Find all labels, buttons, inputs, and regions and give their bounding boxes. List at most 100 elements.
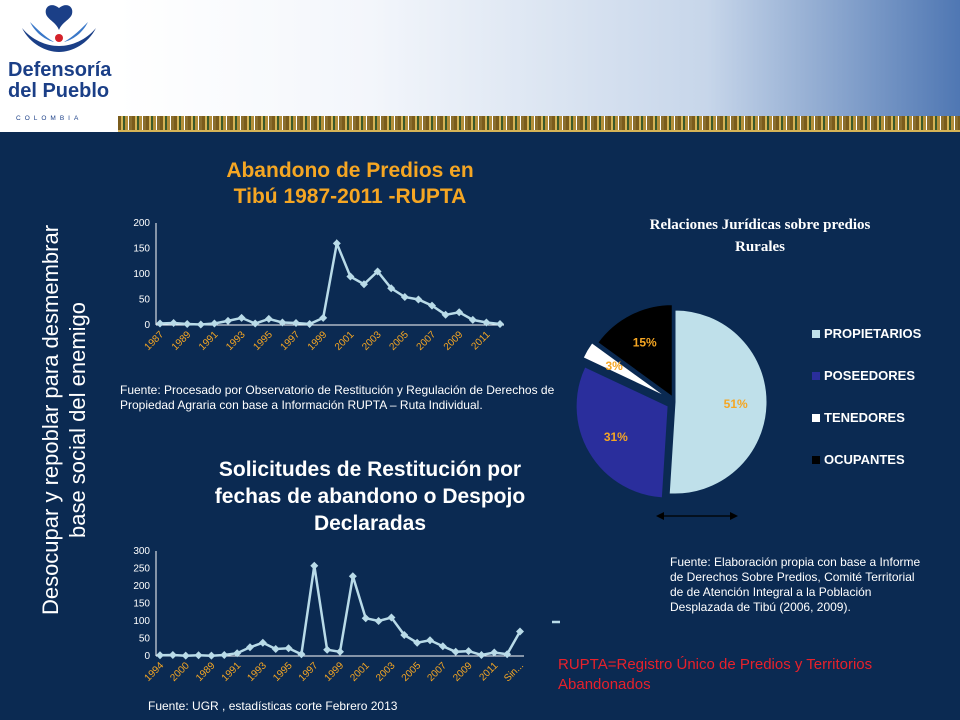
chart2-data-point	[374, 617, 383, 625]
chart1-line-chart: 0 50 100 150 200 1987 1989 1991 1993 1995 1997 1999…	[133, 218, 504, 353]
chart1-x-tick-label: 1989	[170, 329, 194, 353]
chart2-data-point	[387, 613, 396, 622]
chart3-pie-chart: 51% 31% 3% 15% PROPIETARIOS POSEEDORES TENEDOR…	[575, 304, 922, 520]
chart2-data-point	[156, 651, 164, 660]
chart1-data-point	[455, 308, 464, 317]
chart1-title: Abandono de Predios en Tibú 1987-2011 -R…	[190, 158, 510, 210]
chart3-title-line1: Relaciones Jurídicas sobre predios	[649, 217, 871, 233]
chart2-x-tick-label: 1993	[245, 660, 269, 684]
logo-name-line2: del Pueblo	[8, 80, 110, 102]
chart2-data-point	[516, 627, 524, 636]
chart1-data-point	[332, 239, 341, 248]
chart1-data-point	[468, 315, 477, 324]
chart1-data-point	[373, 267, 382, 276]
chart2-x-tick-label: 2001	[348, 660, 372, 684]
chart2-x-tick-label: 1997	[297, 660, 321, 684]
chart1-series-line	[159, 238, 501, 326]
chart2-title: Solicitudes de Restitución por fechas de…	[180, 456, 560, 537]
chart2-x-tick-label: 2007	[425, 660, 449, 684]
legend-label-tenedores: TENEDORES	[824, 410, 905, 425]
chart2-data-point	[310, 561, 319, 570]
legend-label-ocupantes: OCUPANTES	[824, 452, 905, 467]
legend-swatch-poseedores	[812, 372, 820, 380]
chart1-data-point	[305, 319, 314, 328]
pie-slice-poseedores	[575, 366, 669, 499]
chart1-data-point	[414, 295, 423, 304]
chart1-data-point	[183, 319, 192, 328]
chart2-x-tick-label: 1999	[323, 660, 347, 684]
chart1-data-point	[346, 272, 355, 281]
chart2-data-point	[464, 647, 473, 656]
chart2-y-tick-label: 100	[133, 616, 150, 627]
chart1-data-point	[251, 319, 260, 328]
chart2-data-point	[258, 638, 267, 647]
legend-swatch-propietarios	[812, 330, 820, 338]
pie-arrow-right-head	[730, 512, 738, 520]
chart1-x-tick-label: 1995	[251, 329, 275, 353]
chart1-y-tick-label: 200	[133, 218, 150, 229]
chart2-x-tick-label: 1989	[194, 660, 218, 684]
chart1-x-tick-label: 1997	[279, 329, 303, 353]
chart2-y-tick-label: 0	[144, 651, 150, 662]
chart1-y-tick-label: 0	[144, 320, 150, 331]
chart2-y-tick-label: 150	[133, 599, 150, 610]
chart1-data-point	[496, 319, 504, 328]
chart1-x-tick-label: 1993	[224, 329, 248, 353]
pie-slice-ocupantes	[597, 304, 673, 398]
chart2-data-point	[490, 648, 499, 657]
chart2-data-point	[438, 642, 447, 651]
chart1-data-point	[210, 319, 219, 328]
source-note-1: Fuente: Procesado por Observatorio de Re…	[120, 383, 555, 412]
chart1-x-tick-label: 1999	[306, 329, 330, 353]
pie-data-label: 15%	[633, 336, 657, 350]
pie-data-label: 3%	[605, 359, 623, 373]
chart1-data-point	[196, 320, 205, 329]
chart3-title-line2: Rurales	[735, 239, 785, 255]
legend-label-propietarios: PROPIETARIOS	[824, 326, 922, 341]
chart1-data-point	[482, 318, 491, 327]
chart1-data-point	[400, 292, 409, 301]
chart2-data-point	[246, 643, 254, 652]
chart2-y-tick-label: 200	[133, 581, 150, 592]
chart2-x-tick-label: 1994	[143, 660, 167, 684]
decorative-strip	[118, 116, 960, 130]
chart2-y-tick-label: 50	[139, 634, 151, 645]
chart2-x-tick-label: 2005	[400, 660, 424, 684]
chart2-data-point	[297, 650, 306, 659]
chart1-x-tick-label: 2001	[333, 329, 357, 353]
side-caption: Desocupar y repoblar para desmembrar bas…	[24, 180, 104, 660]
pie-data-label: 31%	[604, 430, 628, 444]
rupta-definition: RUPTA=Registro Único de Predios y Territ…	[558, 656, 873, 693]
chart2-y-tick-label: 250	[133, 564, 150, 575]
chart1-x-tick-label: 1991	[197, 329, 221, 353]
source-note-3: Fuente: Elaboración propia con base a In…	[670, 555, 921, 614]
legend-label-poseedores: POSEEDORES	[824, 368, 915, 383]
legend-swatch-ocupantes	[812, 456, 820, 464]
chart1-x-tick-label: 2003	[360, 329, 384, 353]
chart2-data-point	[271, 645, 280, 653]
header-gradient	[118, 0, 960, 116]
chart2-data-point	[181, 651, 190, 660]
chart2-x-tick-label: 2011	[477, 660, 500, 683]
chart1-data-point	[237, 313, 246, 322]
chart2-data-point	[413, 638, 422, 647]
chart2-data-point	[503, 650, 512, 659]
chart2-y-tick-label: 300	[133, 546, 150, 557]
source-note-2: Fuente: UGR , estadísticas corte Febrero…	[148, 699, 398, 713]
chart2-title-line1: Solicitudes de Restitución por	[218, 458, 522, 481]
chart1-title-line2: Tibú 1987-2011 -RUPTA	[233, 185, 467, 208]
chart2-x-tick-label: 2000	[168, 660, 192, 684]
chart1-y-tick-label: 100	[133, 269, 150, 280]
pie-slice-propietarios	[668, 309, 768, 495]
chart1-x-tick-label: 1987	[143, 329, 167, 353]
chart1-data-point	[319, 313, 328, 322]
chart2-data-point	[323, 645, 332, 654]
chart1-x-tick-label: 2009	[442, 329, 466, 353]
chart1-data-point	[278, 318, 287, 327]
chart1-x-tick-label: 2005	[387, 329, 411, 353]
pie-data-label: 51%	[724, 397, 748, 411]
chart1-title-line1: Abandono de Predios en	[226, 159, 474, 182]
chart1-data-point	[169, 318, 178, 327]
chart2-x-tick-label: Sin...	[502, 660, 526, 684]
